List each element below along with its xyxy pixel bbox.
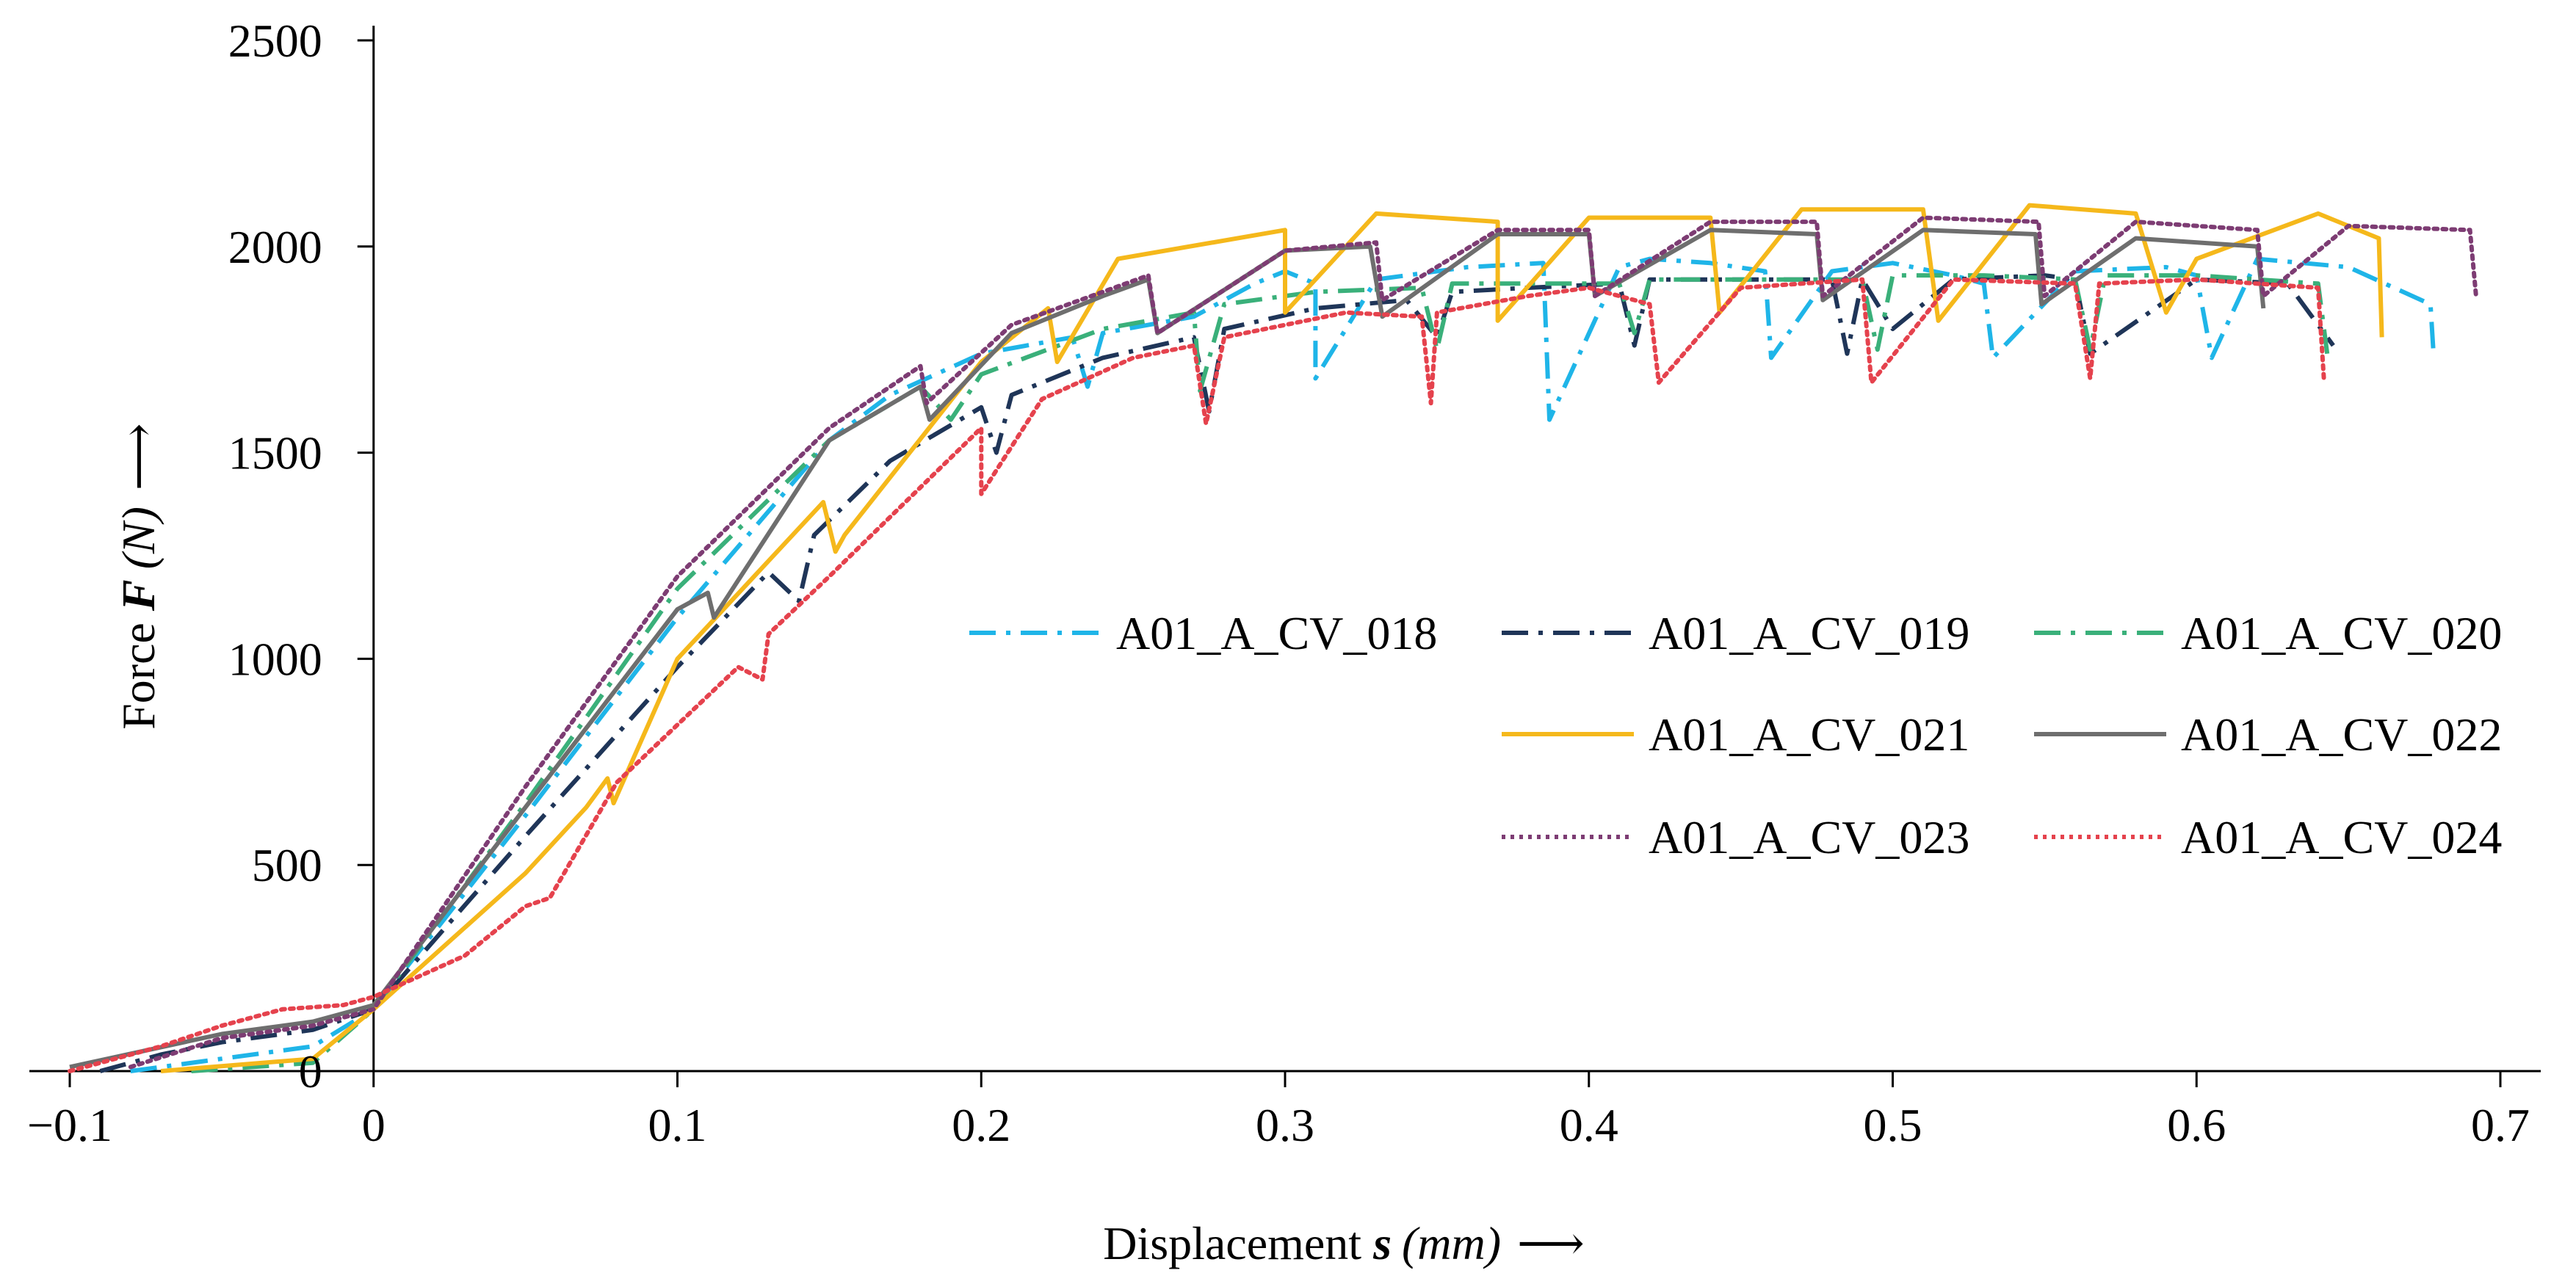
series-line-a01_a_cv_024 bbox=[68, 277, 2326, 1073]
legend-item: A01_A_CV_023 bbox=[1502, 811, 1969, 863]
legend-item: A01_A_CV_022 bbox=[2034, 708, 2502, 761]
legend-label: A01_A_CV_019 bbox=[1649, 607, 1969, 659]
x-tick-label: −0.1 bbox=[27, 1099, 112, 1151]
y-axis-title: Force F (N) ⟶ bbox=[112, 423, 164, 729]
x-tick-label: 0.1 bbox=[648, 1099, 707, 1151]
legend-item: A01_A_CV_024 bbox=[2034, 811, 2502, 863]
y-tick-label: 0 bbox=[299, 1045, 322, 1098]
legend-label: A01_A_CV_018 bbox=[1116, 607, 1437, 659]
legend: A01_A_CV_018 A01_A_CV_019 A01_A_CV_020 A01_… bbox=[969, 607, 2502, 863]
plot-series bbox=[68, 203, 2478, 1073]
y-axis-title-unit: (N) bbox=[112, 507, 164, 569]
y-tick-label: 1500 bbox=[228, 427, 322, 479]
x-axis-title-symbol: s bbox=[1372, 1217, 1392, 1269]
legend-item: A01_A_CV_018 bbox=[969, 607, 1437, 659]
x-axis-title-prefix: Displacement bbox=[1103, 1217, 1373, 1269]
y-tick-label: 500 bbox=[252, 839, 322, 891]
series-line-a01_a_cv_019 bbox=[99, 273, 2335, 1073]
series-line-a01_a_cv_021 bbox=[160, 203, 2384, 1073]
x-axis-title: Displacement s (mm) ⟶ bbox=[1103, 1217, 1585, 1269]
y-axis-title-prefix: Force bbox=[112, 611, 164, 730]
series-line-a01_a_cv_018 bbox=[130, 256, 2436, 1073]
x-tick-label: 0.4 bbox=[1560, 1099, 1618, 1151]
legend-item: A01_A_CV_021 bbox=[1502, 708, 1969, 761]
y-tick-label: 1000 bbox=[228, 633, 322, 685]
legend-item: A01_A_CV_019 bbox=[1502, 607, 1969, 659]
y-axis-title-arrow: ⟶ bbox=[112, 423, 164, 490]
x-tick-label: 0.6 bbox=[2167, 1099, 2226, 1151]
tick-labels: −0.1 0 0.1 0.2 0.3 0.4 0.5 0.6 0.7 0 500 1000 1500 20… bbox=[27, 15, 2530, 1151]
x-axis-title-unit: (mm) bbox=[1402, 1217, 1501, 1269]
y-axis-title-symbol: F bbox=[112, 579, 164, 612]
x-tick-label: 0 bbox=[362, 1099, 386, 1151]
x-tick-label: 0.2 bbox=[952, 1099, 1010, 1151]
legend-label: A01_A_CV_021 bbox=[1649, 708, 1969, 761]
x-tick-label: 0.3 bbox=[1256, 1099, 1314, 1151]
legend-label: A01_A_CV_020 bbox=[2181, 607, 2502, 659]
x-tick-label: 0.7 bbox=[2471, 1099, 2530, 1151]
legend-label: A01_A_CV_022 bbox=[2181, 708, 2502, 761]
y-tick-label: 2000 bbox=[228, 221, 322, 273]
axis-titles: Displacement s (mm) ⟶ Force F (N) ⟶ bbox=[112, 423, 1585, 1269]
x-axis-title-arrow: ⟶ bbox=[1517, 1217, 1585, 1269]
x-tick-label: 0.5 bbox=[1864, 1099, 1922, 1151]
legend-item: A01_A_CV_020 bbox=[2034, 607, 2502, 659]
legend-label: A01_A_CV_023 bbox=[1649, 811, 1969, 863]
legend-label: A01_A_CV_024 bbox=[2181, 811, 2502, 863]
y-tick-label: 2500 bbox=[228, 15, 322, 67]
series-line-a01_a_cv_020 bbox=[191, 273, 2330, 1073]
axes bbox=[29, 26, 2541, 1087]
series-line-a01_a_cv_023 bbox=[128, 215, 2478, 1070]
